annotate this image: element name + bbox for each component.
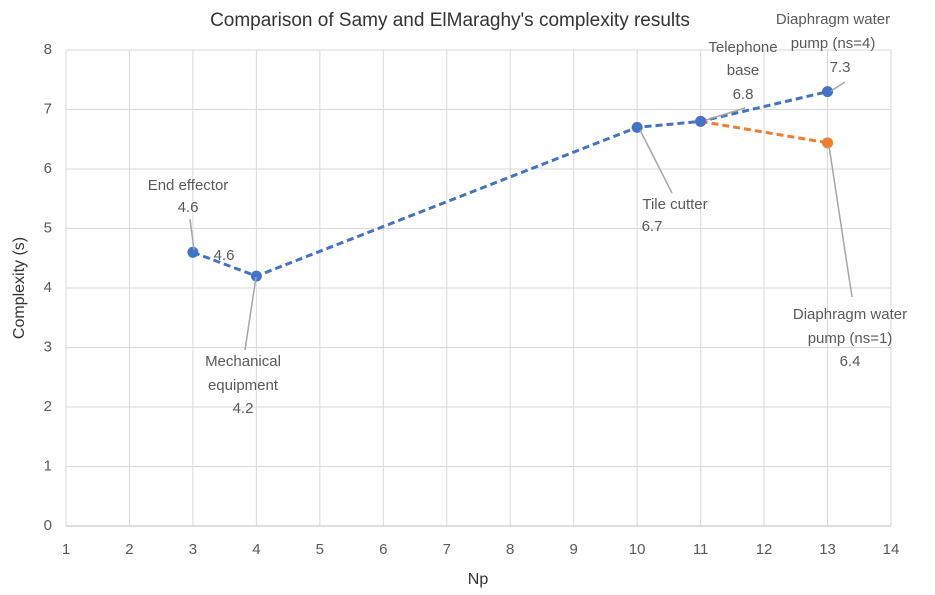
annotation: 6.4: [840, 353, 861, 370]
x-tick-label: 10: [629, 541, 646, 558]
x-tick-label: 2: [125, 541, 133, 558]
annotation: Tile cutter: [642, 196, 707, 213]
annotation: Telephone: [708, 39, 777, 56]
y-tick-label: 6: [44, 160, 52, 177]
y-tick-label: 7: [44, 100, 52, 117]
marker: [250, 270, 262, 282]
leader-line: [828, 145, 853, 298]
annotation: equipment: [208, 377, 279, 394]
x-tick-label: 1: [62, 541, 70, 558]
annotation: 6.8: [733, 86, 754, 103]
marker: [695, 115, 707, 127]
x-tick-label: 6: [379, 541, 387, 558]
marker: [822, 86, 834, 98]
x-tick-label: 8: [506, 541, 514, 558]
annotation: End effector: [148, 177, 229, 194]
chart-title: Comparison of Samy and ElMaraghy's compl…: [210, 10, 690, 31]
leader-line: [705, 107, 746, 121]
x-tick-label: 7: [443, 541, 451, 558]
x-tick-label: 12: [756, 541, 773, 558]
y-tick-label: 2: [44, 398, 52, 415]
y-tick-label: 0: [44, 517, 52, 534]
x-axis-label: Np: [468, 571, 489, 588]
marker: [822, 137, 834, 149]
y-tick-label: 4: [44, 279, 52, 296]
marker: [187, 246, 199, 258]
annotation: 7.3: [830, 59, 851, 76]
annotation: 4.6: [214, 247, 235, 264]
leader-line: [189, 218, 195, 251]
annotation: base: [727, 62, 760, 79]
leader-line: [244, 276, 257, 351]
annotation: Mechanical: [205, 353, 281, 370]
x-tick-label: 13: [819, 541, 836, 558]
x-tick-label: 5: [316, 541, 324, 558]
x-tick-label: 11: [693, 541, 709, 558]
annotation: 6.7: [642, 218, 663, 235]
y-tick-label: 8: [44, 41, 52, 58]
x-tick-label: 3: [189, 541, 197, 558]
leader-line: [639, 129, 673, 194]
y-tick-label: 1: [44, 457, 52, 474]
x-tick-label: 9: [570, 541, 578, 558]
annotation: pump (ns=4): [791, 35, 876, 52]
x-tick-label: 14: [883, 541, 900, 558]
annotation: Diaphragm water: [776, 11, 890, 28]
leader-line: [830, 81, 846, 92]
annotation: pump (ns=1): [808, 330, 893, 347]
annotation: 4.2: [233, 400, 254, 417]
y-tick-label: 5: [44, 219, 52, 236]
y-axis-label: Complexity (s): [11, 237, 28, 339]
x-tick-label: 4: [252, 541, 260, 558]
y-tick-label: 3: [44, 338, 52, 355]
annotation: Diaphragm water: [793, 306, 907, 323]
annotation: 4.6: [178, 199, 199, 216]
